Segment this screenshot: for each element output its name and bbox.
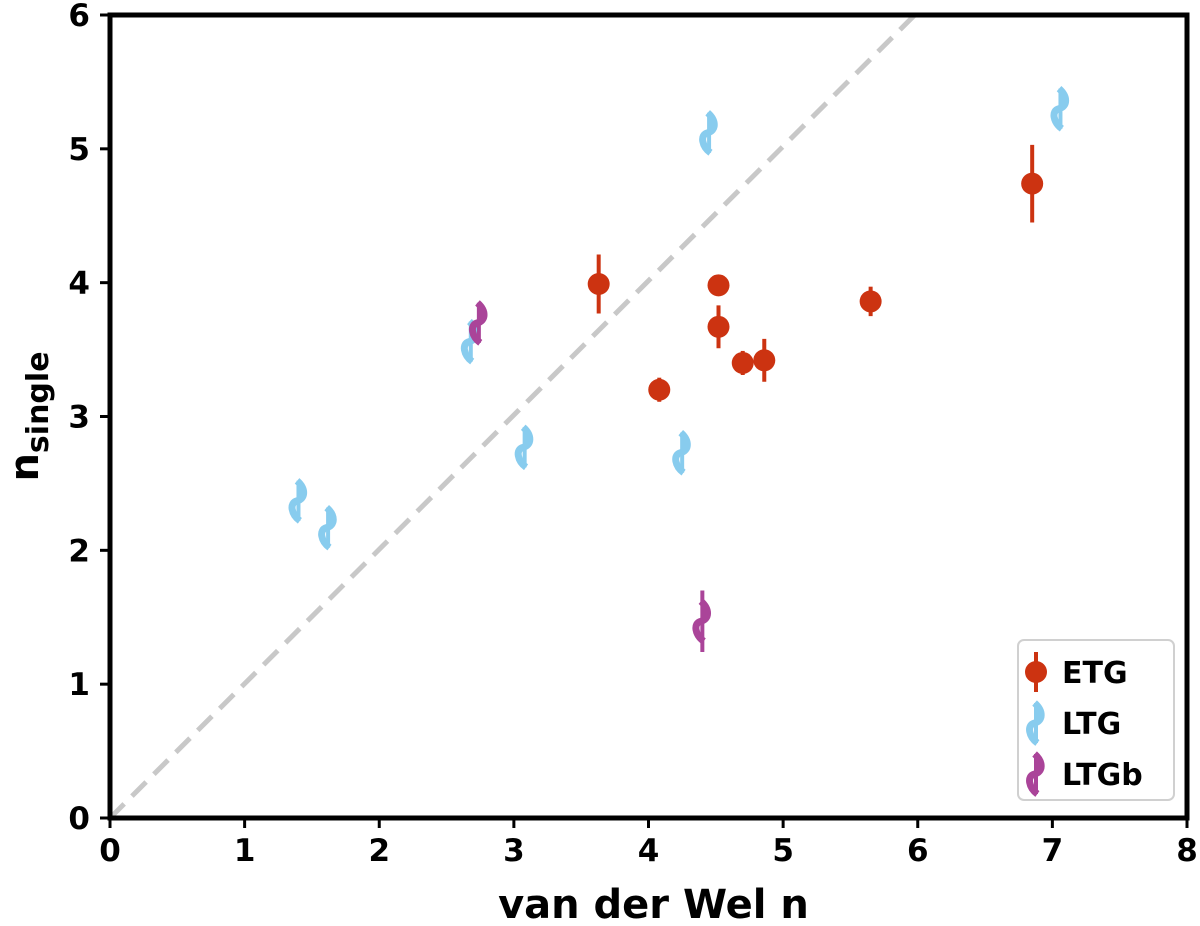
tick-layer: 0 1 2 3 4 5 6 7 8 0 1 2 3 4 5 6 — [68, 0, 1197, 869]
y-tick-label: 6 — [68, 0, 90, 34]
etg-point — [648, 378, 671, 401]
legend-ltgb-label: LTGb — [1062, 758, 1143, 793]
etg-point — [1021, 172, 1044, 195]
legend-etg-label: ETG — [1062, 656, 1128, 691]
legend-ltg-label: LTG — [1062, 707, 1121, 742]
ltg-point — [288, 478, 308, 524]
y-tick-label: 0 — [68, 801, 90, 837]
legend-ltgb-marker — [1026, 751, 1045, 797]
etg-point — [753, 349, 776, 372]
x-tick-label: 4 — [638, 833, 660, 869]
x-tick-label: 6 — [907, 833, 929, 869]
y-tick-label: 2 — [68, 533, 90, 569]
ltg-point — [514, 424, 534, 471]
x-tick-label: 3 — [503, 833, 525, 869]
series-ltg — [288, 86, 1070, 551]
ltgb-point — [692, 598, 711, 645]
ltg-point — [672, 430, 691, 476]
series-ltgb — [468, 300, 711, 653]
y-tick-label: 1 — [68, 667, 90, 703]
y-axis-label-subscript: single — [21, 351, 56, 453]
etg-point — [587, 273, 610, 296]
data-layer — [288, 86, 1070, 653]
x-tick-label: 5 — [772, 833, 794, 869]
ltg-point — [1050, 86, 1070, 132]
x-tick-label: 8 — [1176, 833, 1198, 869]
legend-etg-marker — [1025, 661, 1047, 683]
etg-point — [707, 315, 730, 338]
legend: ETG LTG LTGb — [1017, 639, 1175, 801]
ltg-point — [318, 504, 337, 551]
x-tick-label: 1 — [234, 833, 256, 869]
y-tick-label: 5 — [68, 132, 90, 168]
x-tick-label: 2 — [368, 833, 390, 869]
etg-point — [859, 290, 882, 313]
reference-line-layer — [110, 15, 919, 818]
legend-ltg-marker — [1026, 700, 1045, 746]
x-tick-label: 7 — [1042, 833, 1064, 869]
one-to-one-reference-line — [110, 15, 919, 818]
ltg-point — [699, 110, 718, 156]
y-tick-label: 4 — [68, 266, 90, 302]
legend-box — [1017, 639, 1175, 801]
y-axis-label: nsingle — [2, 351, 56, 481]
y-tick-label: 3 — [68, 400, 90, 436]
ltgb-point — [468, 300, 488, 346]
y-axis-label-main: n — [2, 453, 48, 481]
etg-point — [707, 274, 730, 297]
etg-point — [731, 351, 754, 374]
series-etg — [587, 144, 1044, 402]
x-axis-label: van der Wel n — [498, 882, 809, 926]
x-tick-label: 0 — [99, 833, 121, 869]
